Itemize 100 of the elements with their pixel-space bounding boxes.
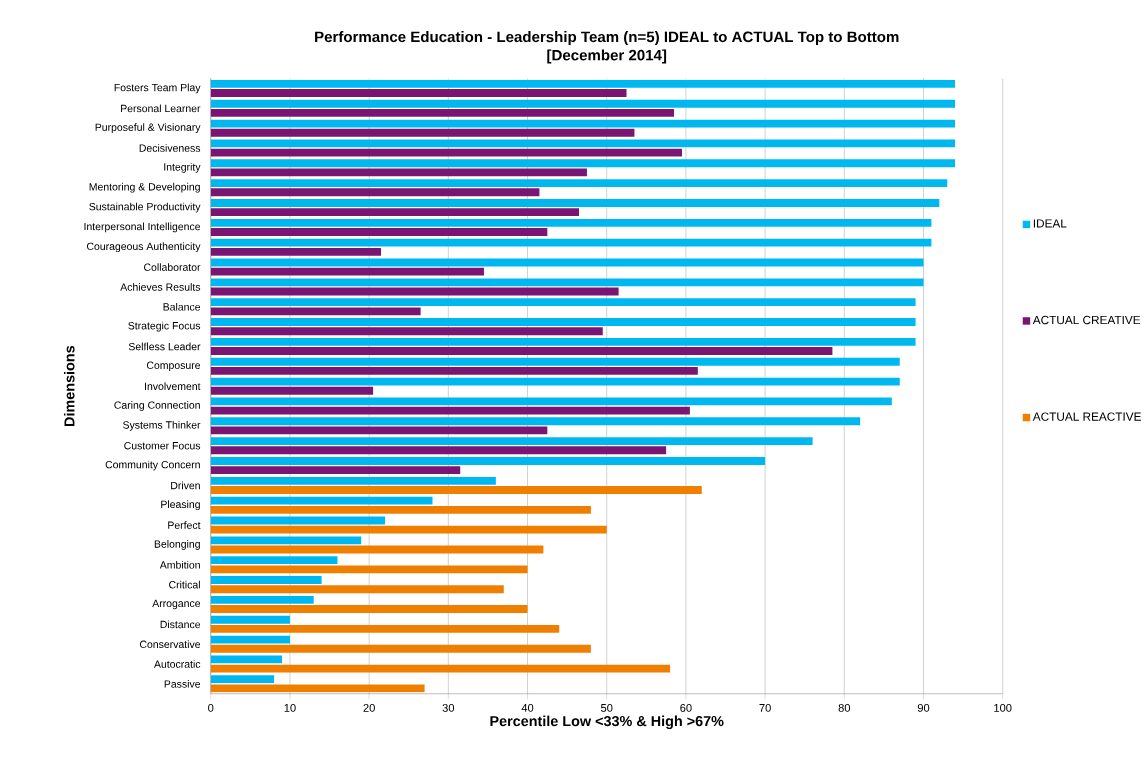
bar: [210, 247, 382, 256]
bar: [210, 456, 766, 465]
bar: [210, 327, 603, 335]
y-tick-label: Mentoring & Developing: [89, 182, 200, 193]
chart-subtitle: [December 2014]: [547, 49, 667, 64]
bar: [210, 198, 940, 207]
x-tick-label: 100: [994, 703, 1012, 712]
bar: [210, 644, 591, 653]
y-tick-label: Pleasing: [161, 500, 200, 510]
legend-label: ACTUAL REACTIVE: [1032, 412, 1141, 421]
bar: [210, 128, 635, 137]
bar: [210, 635, 290, 644]
bar: [210, 238, 932, 247]
bar: [210, 624, 560, 633]
bar: [210, 505, 591, 514]
y-tick-label: Community Concern: [105, 460, 200, 471]
y-tick-label: Achieves Results: [120, 282, 201, 291]
bar: [210, 79, 956, 88]
bar: [210, 148, 682, 157]
y-tick-label: Collaborator: [144, 263, 201, 271]
bar: [210, 377, 900, 386]
y-tick-label: Decisiveness: [139, 143, 201, 152]
bar: [210, 565, 528, 574]
y-tick-label: Personal Learner: [121, 104, 201, 112]
y-tick-label: Caring Connection: [114, 400, 200, 411]
y-tick-label: Systems Thinker: [123, 420, 201, 431]
bar: [210, 208, 580, 216]
y-tick-label: Critical: [169, 580, 200, 589]
y-tick-label: Passive: [164, 679, 201, 688]
y-tick-label: Perfect: [168, 521, 201, 529]
bar: [210, 496, 433, 505]
bar: [210, 485, 702, 494]
bar: [210, 397, 892, 406]
chart-title: Performance Education - Leadership Team (n=5) IDEAL to ACTUAL Top to Bottom: [315, 30, 899, 45]
y-tick-label: Strategic Focus: [128, 321, 201, 332]
y-tick-label: Distance: [160, 620, 201, 628]
bar: [210, 466, 461, 474]
y-tick-label: Integrity: [164, 162, 201, 173]
bar: [210, 88, 627, 97]
y-tick-label: Purposeful & Visionary: [95, 123, 201, 133]
y-tick-label: Arrogance: [152, 599, 201, 609]
bar: [210, 227, 548, 236]
x-tick-label: 60: [680, 703, 692, 712]
bar: [210, 386, 374, 395]
bar: [210, 119, 956, 128]
x-tick-label: 30: [442, 703, 455, 712]
bar: [210, 298, 916, 306]
bar: [210, 357, 900, 366]
bar: [210, 417, 861, 426]
x-tick-label: 10: [284, 703, 296, 712]
bar: [210, 267, 484, 276]
bar: [210, 604, 528, 613]
x-tick-label: 90: [917, 703, 930, 712]
bar: [210, 188, 540, 197]
bar: [210, 675, 275, 683]
legend-label: ACTUAL CREATIVE: [1032, 315, 1141, 325]
y-tick-label: Belonging: [154, 539, 200, 550]
x-tick-label: 50: [600, 703, 613, 712]
y-tick-label: Conservative: [139, 640, 201, 648]
x-tick-label: 80: [838, 703, 851, 712]
bar: [210, 179, 948, 187]
x-tick-label: 20: [363, 703, 375, 712]
bar: [210, 655, 283, 664]
bar: [210, 446, 667, 455]
y-tick-label: Autocratic: [154, 659, 201, 668]
legend-label: IDEAL: [1033, 219, 1067, 228]
y-tick-label: Courageous Authenticity: [86, 242, 201, 252]
y-tick-label: Ambition: [159, 560, 200, 569]
x-tick-label: 70: [759, 703, 771, 712]
x-tick-label: 0: [208, 703, 214, 712]
bar: [210, 585, 504, 593]
bar: [210, 366, 698, 375]
y-tick-label: Fosters Team Play: [114, 83, 201, 94]
x-tick-label: 40: [521, 703, 534, 712]
bar: [210, 664, 671, 673]
bar: [210, 615, 290, 624]
bar: [210, 139, 956, 148]
bar: [210, 108, 675, 117]
bar: [210, 307, 421, 316]
bar: [210, 437, 813, 445]
bar: [210, 159, 956, 168]
y-tick-label: Driven: [171, 481, 200, 490]
bar: [210, 337, 916, 346]
bar: [210, 575, 322, 584]
bar: [210, 317, 916, 326]
bar: [210, 406, 690, 415]
y-tick-label: Customer Focus: [124, 441, 201, 450]
bar: [210, 99, 956, 108]
y-tick-label: Selfless Leader: [128, 342, 201, 351]
bar: [210, 556, 338, 564]
bar: [210, 476, 496, 485]
bar: [210, 278, 924, 287]
bar: [210, 346, 833, 355]
bar: [210, 536, 362, 545]
x-axis-title: Percentile Low <33% & High >67%: [490, 715, 724, 729]
y-axis-title: Dimensions: [63, 345, 75, 426]
y-tick-label: Interpersonal Intelligence: [84, 222, 201, 233]
y-tick-label: Sustainable Productivity: [89, 202, 201, 213]
y-tick-label: Composure: [146, 361, 201, 371]
y-tick-label: Balance: [163, 302, 201, 311]
